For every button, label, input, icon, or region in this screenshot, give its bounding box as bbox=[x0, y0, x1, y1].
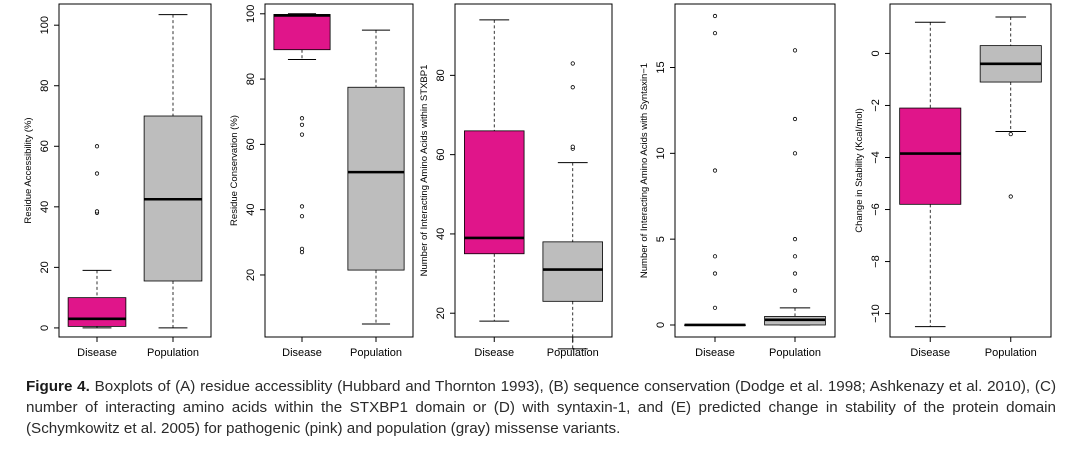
y-tick-label: 60 bbox=[245, 138, 257, 150]
box-disease bbox=[464, 19, 525, 322]
panel-b: 20 40 60 80 100 Residue Conservation (%) Disea… bbox=[229, 3, 414, 359]
x-tick-label: Disease bbox=[910, 347, 950, 359]
outlier-point bbox=[712, 168, 718, 173]
x-tick-label: Population bbox=[147, 347, 199, 359]
y-tick-label: −10 bbox=[870, 304, 882, 323]
outlier-point bbox=[94, 144, 100, 149]
panel-c: 20 40 60 80 Number of Interacting Amino Acid… bbox=[419, 3, 613, 359]
x-tick-label: Disease bbox=[77, 347, 117, 359]
y-axis-label: Residue Accessibility (%) bbox=[23, 117, 34, 223]
y-tick-label: 60 bbox=[435, 149, 447, 161]
box-population bbox=[143, 14, 203, 329]
y-axis-label: Residue Conservation (%) bbox=[229, 115, 240, 226]
y-tick-label: 60 bbox=[39, 140, 51, 152]
y-axis-label: Change in Stability (Kcal/mol) bbox=[854, 108, 865, 233]
y-tick-label: 80 bbox=[39, 80, 51, 92]
figure-caption: Figure 4. Boxplots of (A) residue access… bbox=[26, 376, 1056, 439]
y-tick-label: 0 bbox=[39, 325, 51, 331]
box-disease bbox=[899, 21, 962, 328]
iqr-box bbox=[273, 14, 331, 51]
x-tick-label: Population bbox=[350, 347, 402, 359]
outlier-point bbox=[712, 305, 718, 310]
outlier-point bbox=[712, 13, 718, 19]
outlier-point bbox=[570, 85, 575, 90]
y-tick-label: 20 bbox=[435, 307, 447, 319]
iqr-box bbox=[67, 297, 127, 327]
iqr-box bbox=[464, 130, 525, 255]
outlier-point bbox=[792, 151, 798, 156]
x-tick-label: Disease bbox=[282, 347, 322, 359]
iqr-box bbox=[899, 107, 962, 205]
y-tick-label: 80 bbox=[245, 73, 257, 85]
y-tick-label: −8 bbox=[870, 255, 882, 268]
outlier-point bbox=[792, 254, 798, 259]
x-tick-label: Disease bbox=[695, 347, 735, 359]
y-tick-label: 20 bbox=[245, 269, 257, 281]
box-disease bbox=[273, 13, 331, 255]
figure-label: Figure 4. bbox=[26, 378, 90, 395]
outlier-point bbox=[94, 171, 100, 176]
outlier-point bbox=[792, 288, 798, 293]
y-axis-label: Number of Interacting Amino Acids within… bbox=[419, 65, 430, 277]
plot-frame bbox=[889, 3, 1052, 338]
box-disease bbox=[67, 144, 127, 329]
y-tick-label: 0 bbox=[870, 50, 882, 56]
box-disease bbox=[684, 13, 746, 327]
outlier-point bbox=[94, 209, 100, 214]
outlier-point bbox=[792, 48, 798, 53]
y-tick-label: 80 bbox=[435, 69, 447, 81]
outlier-point bbox=[712, 31, 718, 36]
plot-frame bbox=[58, 3, 212, 338]
outlier-point bbox=[1008, 131, 1013, 137]
x-tick-label: Population bbox=[985, 347, 1037, 359]
outlier-point bbox=[299, 132, 305, 137]
outlier-point bbox=[299, 204, 305, 209]
y-tick-label: 100 bbox=[39, 16, 51, 34]
box-population bbox=[979, 16, 1042, 199]
outlier-point bbox=[570, 61, 575, 66]
plot-frame bbox=[264, 3, 414, 338]
iqr-box bbox=[542, 241, 603, 302]
outlier-point bbox=[712, 271, 718, 276]
outlier-point bbox=[792, 116, 798, 122]
y-tick-label: 5 bbox=[655, 236, 667, 242]
y-tick-label: 20 bbox=[39, 261, 51, 273]
y-tick-label: −4 bbox=[870, 151, 882, 164]
outlier-point bbox=[570, 144, 575, 149]
plot-frame bbox=[454, 3, 613, 338]
y-tick-label: 15 bbox=[655, 61, 667, 73]
y-axis-label: Number of Interacting Amino Acids with S… bbox=[639, 63, 650, 278]
outlier-point bbox=[299, 116, 305, 121]
y-tick-label: 40 bbox=[39, 201, 51, 213]
plot-frame bbox=[674, 3, 836, 338]
outlier-point bbox=[299, 122, 305, 127]
figure-caption-text: Boxplots of (A) residue accessiblity (Hu… bbox=[26, 378, 1056, 437]
x-tick-label: Population bbox=[547, 347, 599, 359]
y-tick-label: −2 bbox=[870, 99, 882, 112]
box-population bbox=[542, 61, 603, 350]
y-tick-label: 40 bbox=[245, 204, 257, 216]
outlier-point bbox=[712, 254, 718, 259]
iqr-box bbox=[347, 86, 405, 271]
outlier-point bbox=[792, 271, 798, 276]
y-tick-label: −6 bbox=[870, 203, 882, 216]
y-tick-label: 0 bbox=[655, 322, 667, 328]
box-population bbox=[764, 48, 826, 326]
y-tick-label: 40 bbox=[435, 228, 447, 240]
outlier-point bbox=[792, 237, 798, 242]
outlier-point bbox=[299, 214, 305, 219]
y-tick-label: 10 bbox=[655, 147, 667, 159]
outlier-point bbox=[299, 246, 305, 251]
outlier-point bbox=[1008, 194, 1013, 199]
panel-e: −10 −8 −6 −4 −2 0 Change in Stability (Kcal/mo… bbox=[854, 3, 1052, 359]
y-tick-label: 100 bbox=[245, 5, 257, 23]
box-population bbox=[347, 29, 405, 325]
x-tick-label: Population bbox=[769, 347, 821, 359]
panel-d: 0 5 10 15 Number of Interacting Amino Acids … bbox=[639, 3, 836, 359]
x-tick-label: Disease bbox=[474, 347, 514, 359]
panel-a: 0 20 40 60 80 100 Residue Accessibility (%) Dis… bbox=[23, 3, 212, 359]
